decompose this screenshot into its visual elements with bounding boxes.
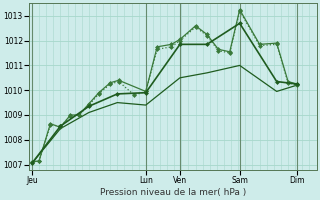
X-axis label: Pression niveau de la mer( hPa ): Pression niveau de la mer( hPa ) [100,188,246,197]
